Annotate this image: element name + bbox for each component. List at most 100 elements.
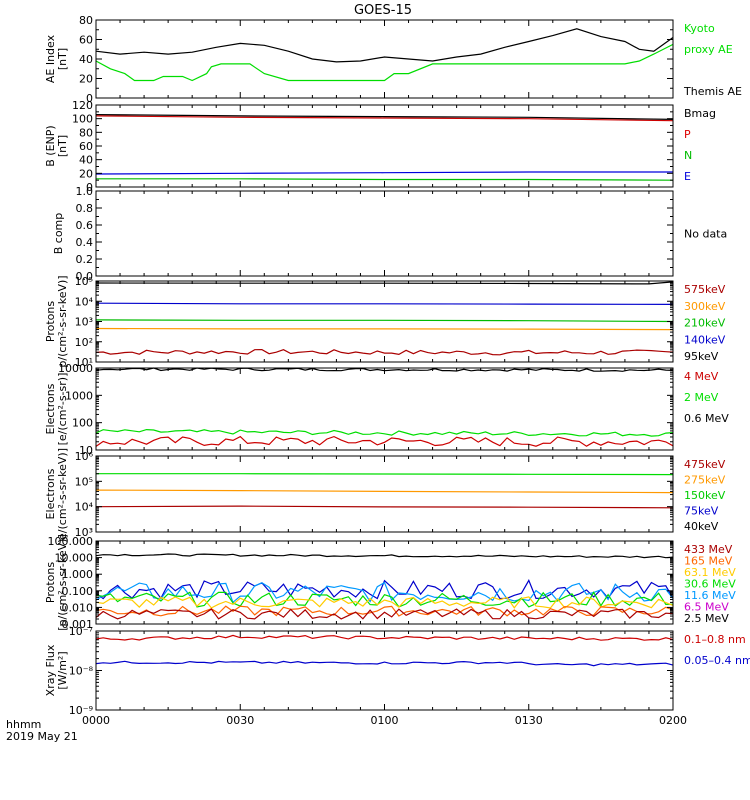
legend-entry: 0.6 MeV xyxy=(684,412,729,425)
series-protons_low-4 xyxy=(95,348,674,356)
y-tick-label: 10⁻⁷ xyxy=(69,625,93,638)
y-axis-label: [e/(cm²-s-sr)] xyxy=(56,373,69,446)
y-tick-label: 0.6 xyxy=(76,219,94,232)
y-axis-label: [nT] xyxy=(56,135,69,157)
series-protons_low-3 xyxy=(95,327,674,331)
y-axis-label: p/(cm²-s-sr-keV)] xyxy=(56,275,69,367)
series-electrons_mev-1 xyxy=(95,428,674,437)
y-tick-label: 0.0 xyxy=(76,270,94,283)
y-tick-label: 10³ xyxy=(75,526,93,539)
y-tick-label: 10 xyxy=(79,444,93,457)
series-protons_mev-4 xyxy=(95,596,674,609)
y-tick-label: 100 xyxy=(72,113,93,126)
series-ae-0 xyxy=(95,28,674,63)
legend-entry: 0.1–0.8 nm xyxy=(684,633,746,646)
y-tick-label: 80 xyxy=(79,126,93,139)
y-tick-label: 10⁵ xyxy=(75,475,93,488)
y-tick-label: 100.000 xyxy=(48,535,94,548)
series-protons_low-2 xyxy=(95,319,674,323)
series-bfield-0 xyxy=(95,114,674,120)
legend-entry: 40keV xyxy=(684,520,719,533)
legend-entry: 6.5 MeV xyxy=(684,601,729,614)
y-tick-label: 120 xyxy=(72,99,93,112)
y-tick-label: 0.001 xyxy=(62,618,94,631)
series-protons_mev-6 xyxy=(95,608,674,620)
legend-entry: No data xyxy=(684,228,727,241)
x-tick-label: 0200 xyxy=(659,714,687,727)
panel-ae: 0 20 40 60 80 AE Index [nT] Kyoto proxy AE Themis… xyxy=(44,14,742,105)
legend-entry: 475keV xyxy=(684,458,726,471)
x-tick-label: 0130 xyxy=(515,714,543,727)
legend-entry: 300keV xyxy=(684,300,726,313)
series-protons_mev-1 xyxy=(95,579,674,600)
legend-entry: 0.05–0.4 nm xyxy=(684,654,750,667)
legend-entry: E xyxy=(684,170,691,183)
series-protons_mev-2 xyxy=(95,581,674,604)
figure-title: GOES-15 xyxy=(354,3,412,18)
series-bfield-3 xyxy=(95,171,673,175)
x-tick-label: 0100 xyxy=(371,714,399,727)
legend-entry: Bmag xyxy=(684,107,716,120)
legend-entry: Kyoto xyxy=(684,22,715,35)
y-tick-label: 0 xyxy=(86,181,93,194)
y-axis-label: [nT] xyxy=(56,48,69,70)
y-axis-label: B comp xyxy=(52,213,65,255)
y-axis-label: AE Index xyxy=(44,34,57,83)
series-protons_mev-0 xyxy=(95,553,674,559)
legend-entry: 2.5 MeV xyxy=(684,612,729,625)
series-bfield-1 xyxy=(95,115,674,122)
y-tick-label: 60 xyxy=(79,34,93,47)
y-tick-label: 10⁴ xyxy=(75,295,94,308)
legend-entry: 150keV xyxy=(684,489,726,502)
time-unit-label: hhmm xyxy=(6,718,41,731)
y-axis-label: Electrons xyxy=(44,468,57,519)
y-tick-label: 20 xyxy=(79,73,93,86)
y-tick-label: 100 xyxy=(72,417,93,430)
legend-entry: N xyxy=(684,149,692,162)
legend-entry: proxy AE xyxy=(684,43,733,56)
legend-entry: 4 MeV xyxy=(684,370,719,383)
series-electrons_kev-2 xyxy=(95,505,674,509)
series-electrons_mev-2 xyxy=(95,435,674,447)
legend-entry: 11.6 MeV xyxy=(684,589,736,602)
series-bfield-2 xyxy=(96,178,674,181)
series-electrons_kev-1 xyxy=(95,489,674,494)
panel-frame xyxy=(95,630,674,711)
y-tick-label: 10³ xyxy=(75,316,93,329)
y-tick-label: 0.2 xyxy=(76,253,94,266)
date-label: 2019 May 21 xyxy=(6,730,78,743)
y-tick-label: 0.100 xyxy=(62,585,94,598)
y-tick-label: 60 xyxy=(79,140,93,153)
y-tick-label: 1.000 xyxy=(62,568,94,581)
y-axis-label: [p/(cm²-s-sr-keV)] xyxy=(56,534,69,631)
legend-entry: 575keV xyxy=(684,283,726,296)
y-tick-label: 0.010 xyxy=(62,601,94,614)
y-tick-label: 40 xyxy=(79,154,93,167)
legend-entry: 210keV xyxy=(684,317,726,330)
legend-entry: 165 MeV xyxy=(684,555,733,568)
y-tick-label: 20 xyxy=(79,167,93,180)
legend-entry: 275keV xyxy=(684,474,726,487)
y-tick-label: 10⁴ xyxy=(75,501,94,514)
legend-entry: 95keV xyxy=(684,350,719,363)
x-tick-label: 0030 xyxy=(226,714,254,727)
y-axis-label: e/(cm²-s-sr-keV)] xyxy=(56,448,69,540)
y-tick-label: 0.4 xyxy=(76,236,94,249)
legend-entry: 30.6 MeV xyxy=(684,578,736,591)
panel-protons_mev: 0.001 0.010 0.100 1.000 10.000 100.000 Protons… xyxy=(44,534,736,631)
y-tick-label: 1000 xyxy=(65,389,93,402)
y-tick-label: 10⁶ xyxy=(75,450,94,463)
y-tick-label: 10¹ xyxy=(75,356,93,369)
legend-entry: 2 MeV xyxy=(684,391,719,404)
y-tick-label: 10⁻⁸ xyxy=(69,665,94,678)
legend-entry: P xyxy=(684,128,691,141)
y-tick-label: 10000 xyxy=(58,362,93,375)
y-tick-label: 10⁵ xyxy=(75,275,93,288)
legend-entry: 433 MeV xyxy=(684,543,733,556)
y-tick-label: 0 xyxy=(86,92,93,105)
y-axis-label: Protons xyxy=(44,562,57,603)
series-electrons_kev-0 xyxy=(96,473,674,476)
